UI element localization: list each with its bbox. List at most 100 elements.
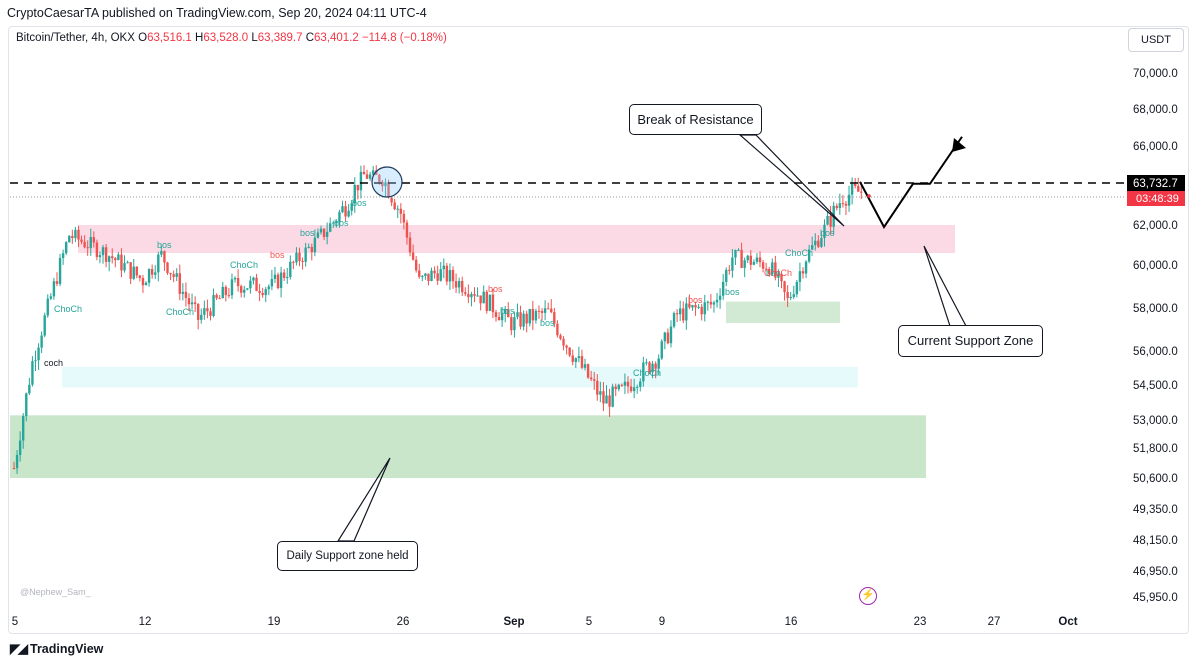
candle-body (74, 229, 77, 239)
candle-body (166, 262, 169, 274)
time-tick-label: 19 (268, 616, 281, 628)
candle-body (737, 249, 740, 251)
candle-body (390, 197, 393, 203)
candle-body (402, 213, 406, 223)
lightning-icon[interactable]: ⚡ (859, 587, 877, 605)
candle-body (672, 313, 676, 327)
candle-body (193, 302, 197, 304)
candle-body (626, 381, 630, 387)
candle-body (239, 286, 243, 293)
candle-body (550, 308, 553, 313)
symbol-name[interactable]: Bitcoin/Tether, 4h, OKX (16, 32, 135, 44)
high-value: 63,528.0 (203, 32, 249, 44)
candle-body (433, 270, 436, 274)
candle-body (298, 252, 301, 261)
tradingview-logo[interactable]: ◤◢ TradingView (10, 641, 103, 657)
candle-body (632, 387, 636, 392)
change-value: −114.8 (−0.18%) (361, 32, 447, 44)
candle-body (734, 249, 737, 258)
candle-body (553, 312, 556, 324)
candle-body (513, 317, 516, 331)
candle-body (184, 291, 188, 299)
structure-label: ChoCh (764, 268, 792, 278)
candle-body (528, 308, 531, 324)
candle-body (663, 332, 667, 342)
structure-label: ChoCh (54, 304, 82, 314)
price-tick-label: 60,000.0 (1133, 260, 1178, 272)
candle-body (12, 468, 16, 469)
currency-selector[interactable]: USDT (1128, 28, 1184, 52)
candle-body (393, 202, 396, 210)
price-tick-label: 49,350.0 (1133, 504, 1178, 516)
candle-body (15, 455, 19, 469)
candle-body (319, 228, 323, 233)
candle-body (181, 291, 185, 294)
candle-body (583, 364, 587, 368)
candle-body (233, 277, 237, 280)
candle-body (206, 308, 209, 312)
candle-body (304, 247, 307, 262)
candle-body (758, 257, 762, 263)
candle-body (80, 239, 83, 242)
candle-body (230, 279, 234, 296)
candle-body (126, 262, 129, 264)
candle-body (783, 281, 786, 293)
author-watermark: @Nephew_Sam_ (20, 587, 91, 597)
candle-body (375, 170, 378, 175)
candle-body (344, 206, 347, 217)
price-tick-label: 66,000.0 (1133, 141, 1178, 153)
structure-label: bos (270, 250, 285, 260)
daily-support-callout: Daily Support zone held (277, 541, 418, 571)
candle-body (430, 270, 433, 282)
candle-body (464, 292, 467, 294)
price-tick-label: 46,950.0 (1133, 566, 1178, 578)
candle-body (841, 203, 845, 205)
candle-body (52, 281, 56, 297)
candle-body (172, 274, 175, 277)
candle-body (454, 281, 458, 288)
candle-body (22, 416, 25, 441)
tradingview-logo-icon: ◤◢ (10, 641, 28, 656)
candle-body (844, 203, 848, 206)
zone-2 (62, 366, 858, 388)
candle-body (574, 358, 578, 362)
symbol-ohlc-line: Bitcoin/Tether, 4h, OKX O63,516.1 H63,52… (16, 32, 447, 44)
candle-body (104, 247, 108, 262)
candle-body (203, 308, 206, 315)
candle-body (163, 251, 166, 263)
candle-body (697, 306, 700, 308)
candle-body (485, 291, 488, 311)
current-price-label: 63,732.7 (1133, 178, 1178, 190)
candle-body (190, 302, 194, 305)
candle-body (421, 275, 424, 277)
highlight-circle (371, 166, 403, 198)
candle-body (712, 302, 716, 305)
open-label: O (138, 32, 148, 44)
candle-body (313, 237, 317, 253)
price-tick-label: 45,950.0 (1133, 592, 1178, 604)
candle-body (636, 386, 639, 388)
candle-body (823, 224, 826, 239)
candle-body (387, 182, 390, 198)
chart-frame (8, 26, 1189, 634)
candle-body (599, 391, 602, 395)
candle-body (654, 363, 657, 369)
candle-body (18, 440, 22, 456)
candle-body (476, 295, 479, 297)
candle-body (264, 289, 267, 296)
candle-body (255, 277, 258, 291)
candle-body (359, 171, 363, 191)
candle-body (132, 266, 135, 279)
candle-body (150, 269, 154, 275)
candle-body (798, 271, 802, 282)
candle-body (224, 286, 228, 296)
candle-body (187, 298, 191, 305)
candle-body (307, 247, 310, 249)
price-tick-label: 56,000.0 (1133, 346, 1178, 358)
candle-body (445, 265, 449, 282)
candle-body (362, 171, 366, 175)
candle-body (743, 260, 746, 268)
candle-body (853, 183, 857, 186)
candle-body (101, 247, 105, 256)
